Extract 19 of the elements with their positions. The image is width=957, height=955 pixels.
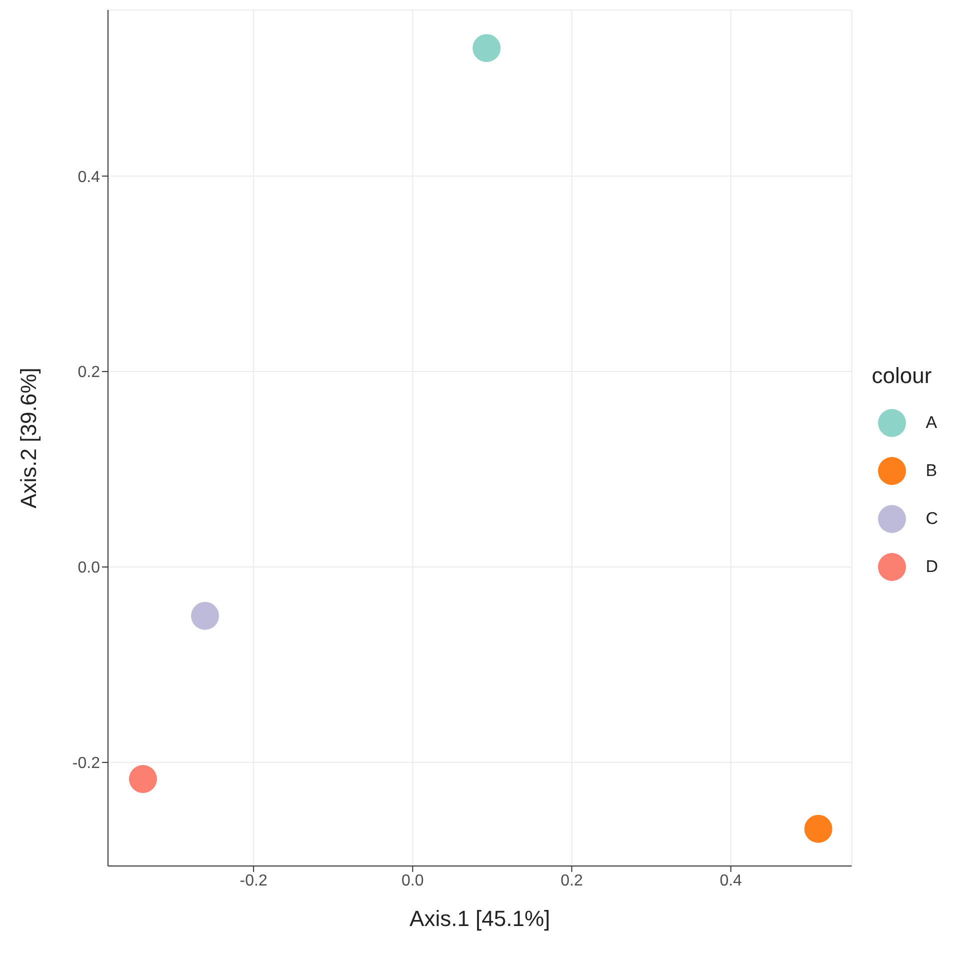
y-tick-label: 0.2 (78, 364, 100, 382)
x-tick-label: 0.4 (720, 872, 742, 890)
y-tick-label: 0.0 (78, 560, 100, 577)
x-tick-label: 0.2 (560, 872, 583, 890)
y-tick-label: 0.4 (78, 168, 100, 186)
legend-label: C (926, 509, 938, 529)
legend-label: A (926, 413, 938, 433)
point (129, 765, 157, 794)
point (472, 34, 501, 62)
legend-label: D (926, 557, 938, 577)
x-tick-label: -0.2 (240, 872, 268, 890)
point (191, 602, 220, 630)
point (804, 814, 832, 843)
legend-label: B (926, 461, 938, 481)
y-tick-label: -0.2 (72, 755, 100, 772)
y-axis-title: Axis.2 [39.6%] (16, 368, 41, 508)
x-axis-title: Axis.1 [45.1%] (410, 906, 550, 931)
x-tick-label: 0.0 (402, 872, 424, 890)
legend-title: colour (872, 363, 933, 389)
